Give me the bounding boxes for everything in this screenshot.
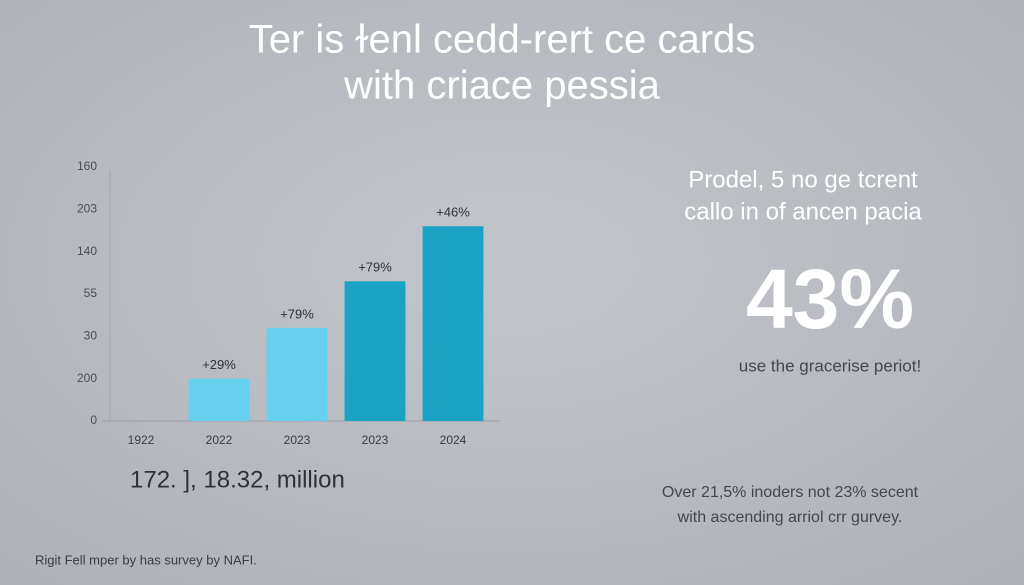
x-tick-label: 2023	[284, 433, 311, 447]
x-tick-label: 2023	[362, 433, 389, 447]
y-tick-label: 203	[77, 202, 97, 216]
bar-annotation: +29%	[202, 357, 236, 372]
title-line: Ter is ɫenl cedd-rert ce cards	[249, 18, 756, 62]
stat: 43%	[746, 252, 914, 346]
panel-heading: callo in of ancen pacia	[684, 198, 922, 225]
y-tick-label: 140	[77, 244, 97, 258]
y-tick-label: 55	[84, 286, 98, 300]
note: Over 21,5% inoders not 23% secent	[662, 484, 919, 501]
stat-caption: use the gracerise periot!	[739, 356, 921, 375]
x-tick-label: 2024	[440, 433, 467, 447]
bar-annotation: +79%	[280, 306, 314, 321]
y-tick-label: 30	[84, 329, 98, 343]
bar-annotation: +79%	[358, 260, 392, 275]
footer: Rigit Fell mper by has survey by NAFI.	[35, 552, 257, 567]
title-line: with criace pessia	[343, 64, 660, 108]
y-tick-label: 160	[77, 159, 97, 173]
y-tick-label: 0	[90, 413, 97, 427]
bar-annotation: +46%	[436, 205, 470, 220]
bar	[344, 281, 406, 421]
bar	[422, 226, 484, 421]
panel-heading: Prodel, 5 no ge tcrent	[688, 166, 918, 193]
x-tick-label: 2022	[206, 433, 233, 447]
bar	[266, 327, 328, 421]
x-tick-label: 1922	[128, 433, 155, 447]
chart-caption: 172. ], 18.32, million	[130, 466, 345, 493]
note: with ascending arriol crr gurvey.	[677, 509, 903, 526]
bar	[188, 378, 250, 421]
y-tick-label: 200	[77, 371, 97, 385]
